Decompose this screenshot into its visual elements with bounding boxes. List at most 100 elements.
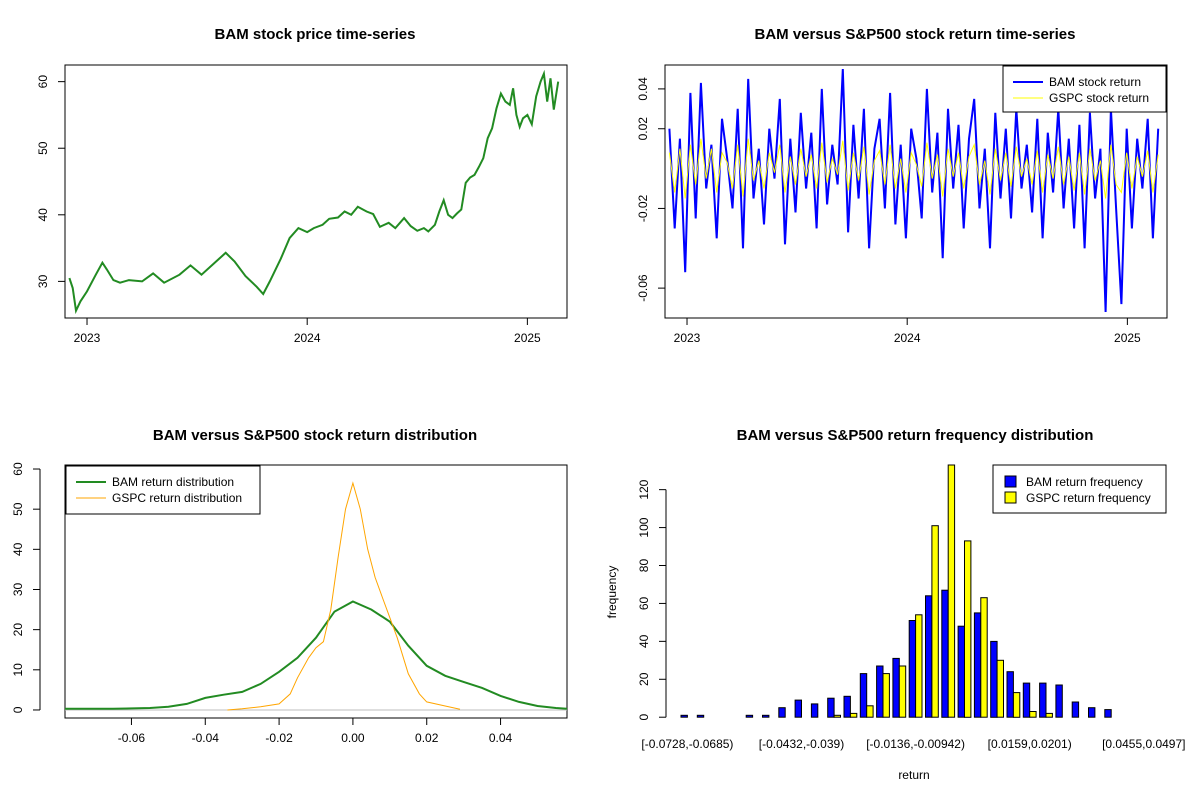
density-x-tick-label: 0.04 [489,731,513,745]
bam-frequency-bar [843,695,851,718]
bam-frequency-bar [925,595,933,718]
legend-gspc-return-label: GSPC stock return [1049,91,1149,105]
gspc-frequency-bar [980,597,988,718]
histogram-y-tick-label: 40 [637,634,651,648]
histogram-y-tick-label: 120 [637,479,651,499]
density-y-tick-label: 10 [11,663,25,677]
gspc-frequency-bar [915,614,923,718]
gspc-frequency-bar [1012,692,1021,718]
density-y-tick-label: 0 [11,706,25,713]
legend-bam-frequency-swatch [1004,475,1017,488]
gspc-return-series-line [668,138,1159,199]
bam-frequency-bar [973,612,982,718]
histogram-x-tick-label: [-0.0728,-0.0685) [641,737,733,751]
price-x-tick-label: 2024 [294,331,321,345]
gspc-frequency-bar [947,464,956,718]
density-legend-box [65,465,261,515]
gspc-frequency-bar [882,673,890,718]
density-y-axis: 0 10 20 30 40 50 60 [11,462,41,713]
histogram-x-tick-label: [-0.0432,-0.039) [759,737,844,751]
legend-gspc-frequency-label: GSPC return frequency [1026,491,1151,505]
price-x-tick-label: 2023 [74,331,101,345]
legend-gspc-density-label: GSPC return distribution [112,491,242,505]
returns-y-tick-label: -0.06 [636,274,650,302]
bam-frequency-bar [1022,682,1031,718]
density-y-tick-label: 30 [11,582,25,596]
bam-frequency-bar [957,625,965,718]
returns-y-tick-label: 0.04 [636,77,650,101]
legend-bam-density-label: BAM return distribution [112,475,234,489]
gspc-frequency-bar [1029,711,1037,718]
bam-frequency-bar [778,707,786,718]
bam-frequency-bar [794,699,802,718]
histogram-y-tick-label: 100 [637,517,651,537]
density-x-tick-label: -0.04 [192,731,220,745]
price-y-tick-label: 60 [36,75,50,89]
price-series-line [68,69,560,315]
bam-frequency-bar [990,640,998,718]
density-x-tick-label: 0.00 [341,731,365,745]
bam-frequency-bar [810,703,819,718]
density-y-tick-label: 60 [11,462,25,476]
price-y-tick-label: 30 [36,274,50,288]
bam-frequency-bar [827,697,835,718]
bam-frequency-bar [876,665,884,718]
gspc-frequency-bar [866,705,874,718]
bam-frequency-bar [1055,684,1063,718]
histogram-y-axis: 0 20 40 60 80 100 120 [637,479,667,721]
bam-frequency-bar [680,714,688,718]
histogram-y-tick-label: 60 [637,596,651,610]
price-y-tick-label: 40 [36,208,50,222]
returns-x-axis: 2023 2024 2025 [674,317,1141,345]
returns-y-tick-label: -0.02 [636,194,650,222]
legend-bam-frequency-label: BAM return frequency [1026,475,1143,489]
bam-frequency-bar [1071,701,1080,718]
bam-frequency-bar [859,673,868,718]
gspc-frequency-bar [849,712,858,718]
returns-y-axis: -0.06 -0.02 0.02 0.04 [636,77,666,302]
bam-frequency-bar [908,620,917,718]
returns-chart-title: BAM versus S&P500 stock return time-seri… [755,26,1076,43]
bam-frequency-bar [1088,707,1096,718]
bam-frequency-bar [1104,709,1112,718]
gspc-frequency-bar [1045,712,1053,718]
histogram-bars [680,464,1112,718]
density-legend: BAM return distribution GSPC return dist… [65,465,261,515]
histogram-y-label: frequency [605,566,619,619]
density-x-tick-label: -0.02 [265,731,293,745]
returns-x-tick-label: 2023 [674,331,701,345]
density-x-tick-label: 0.02 [415,731,439,745]
density-y-tick-label: 40 [11,542,25,556]
panel-returns: BAM versus S&P500 stock return time-seri… [636,26,1168,345]
bam-frequency-bar [1006,671,1014,718]
histogram-y-tick-label: 0 [637,714,651,721]
returns-y-tick-label: 0.02 [636,117,650,141]
panel-price: BAM stock price time-series 2023 2024 2025… [36,26,568,345]
price-x-axis: 2023 2024 2025 [74,317,541,345]
gspc-frequency-bar [964,540,972,718]
price-y-axis: 30 40 50 60 [36,75,66,288]
panel-histogram: BAM versus S&P500 return frequency distr… [605,427,1186,782]
histogram-chart-title: BAM versus S&P500 return frequency distr… [737,427,1094,444]
density-x-axis: -0.06 -0.04 -0.02 0.00 0.02 0.04 [118,717,513,745]
bam-frequency-bar [696,714,705,718]
histogram-x-axis: [-0.0728,-0.0685) [-0.0432,-0.039) [-0.013… [641,737,1185,751]
bam-frequency-bar [1039,682,1047,718]
returns-legend-box [1002,65,1167,113]
gspc-frequency-bar [833,714,841,718]
bam-frequency-bar [892,657,900,718]
density-x-tick-label: -0.06 [118,731,146,745]
price-chart-title: BAM stock price time-series [215,26,416,43]
gspc-frequency-bar [898,665,907,718]
bam-frequency-bar [745,714,754,718]
legend-gspc-frequency-swatch [1004,491,1017,504]
gspc-frequency-bar [996,659,1004,718]
histogram-y-tick-label: 80 [637,559,651,573]
price-x-tick-label: 2025 [514,331,541,345]
returns-legend: BAM stock return GSPC stock return [1002,65,1167,113]
density-y-tick-label: 20 [11,623,25,637]
bam-frequency-bar [941,589,949,718]
histogram-x-tick-label: [-0.0136,-0.00942) [866,737,965,751]
